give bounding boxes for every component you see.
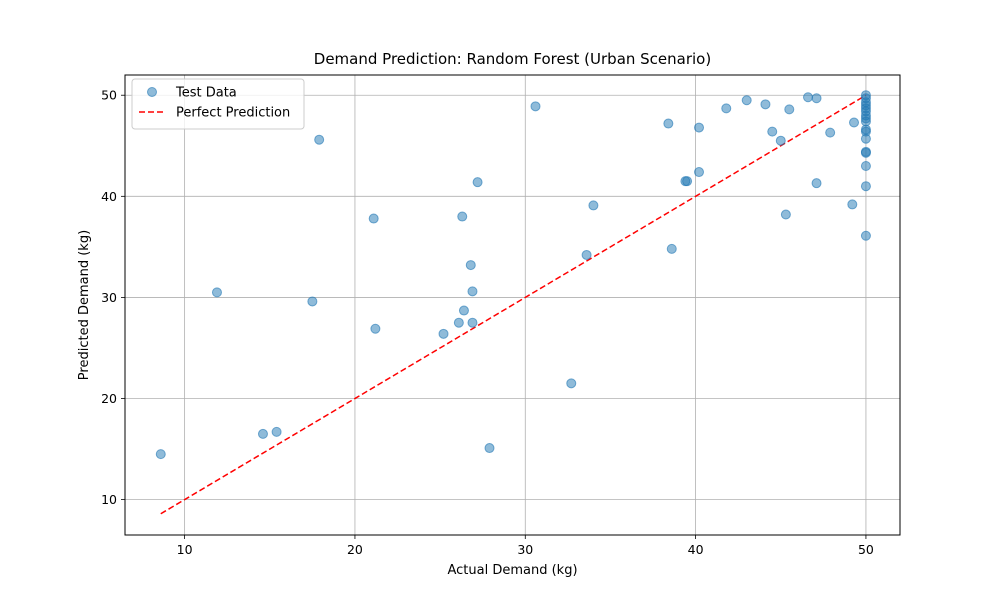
plot-area-frame	[124, 74, 901, 536]
x-tick-label: 40	[688, 542, 704, 557]
data-point	[581, 249, 592, 260]
data-point-layer	[155, 90, 871, 460]
data-point	[860, 133, 871, 144]
data-point	[453, 317, 464, 328]
chart-title: Demand Prediction: Random Forest (Urban …	[314, 50, 711, 68]
data-point	[767, 126, 778, 137]
y-tick-label: 20	[101, 391, 117, 406]
x-axis-label: Actual Demand (kg)	[447, 563, 577, 578]
y-tick-label: 10	[101, 492, 117, 507]
data-point	[666, 243, 677, 254]
legend-marker-test-data	[147, 87, 157, 97]
data-point	[694, 122, 705, 133]
data-point	[472, 177, 483, 188]
x-tick-label: 20	[347, 542, 363, 557]
data-point	[458, 305, 469, 316]
grid-lines	[125, 75, 900, 535]
y-tick-label: 50	[101, 88, 117, 103]
data-point	[566, 378, 577, 389]
data-point	[155, 449, 166, 460]
data-point	[811, 178, 822, 189]
y-axis-label: Predicted Demand (kg)	[77, 230, 92, 380]
legend: Test Data Perfect Prediction	[131, 78, 305, 130]
data-point	[484, 443, 495, 454]
data-point	[370, 323, 381, 334]
data-point	[775, 135, 786, 146]
data-point	[530, 101, 541, 112]
perfect-prediction-line	[160, 94, 867, 515]
data-point	[847, 199, 858, 210]
data-point	[438, 328, 449, 339]
data-point	[663, 118, 674, 129]
data-point	[860, 181, 871, 192]
data-point	[467, 286, 478, 297]
data-point	[368, 213, 379, 224]
data-point	[257, 428, 268, 439]
axis-ticks: 10 20 30 40 50 10 20 30 40 50	[101, 88, 874, 557]
legend-label-test-data: Test Data	[175, 86, 237, 101]
data-point	[849, 117, 860, 128]
data-point	[860, 230, 871, 241]
y-tick-label: 40	[101, 189, 117, 204]
data-point	[760, 99, 771, 110]
data-point	[271, 426, 282, 437]
data-point	[465, 260, 476, 271]
legend-box	[131, 78, 305, 130]
data-point	[860, 160, 871, 171]
x-tick-label: 10	[177, 542, 193, 557]
x-tick-label: 50	[858, 542, 874, 557]
data-point	[825, 127, 836, 138]
data-point	[457, 211, 468, 222]
data-point	[784, 104, 795, 115]
data-point	[803, 92, 814, 103]
data-point	[741, 95, 752, 106]
data-point	[780, 209, 791, 220]
x-tick-label: 30	[517, 542, 533, 557]
data-point	[211, 287, 222, 298]
data-point	[682, 176, 693, 187]
data-point	[721, 103, 732, 114]
data-point	[694, 167, 705, 178]
data-point	[307, 296, 318, 307]
data-point	[588, 200, 599, 211]
data-point	[467, 317, 478, 328]
data-point	[314, 134, 325, 145]
y-tick-label: 30	[101, 290, 117, 305]
data-point	[860, 147, 871, 158]
reference-line-layer	[160, 94, 867, 515]
data-point	[811, 93, 822, 104]
legend-label-perfect-prediction: Perfect Prediction	[176, 106, 290, 121]
